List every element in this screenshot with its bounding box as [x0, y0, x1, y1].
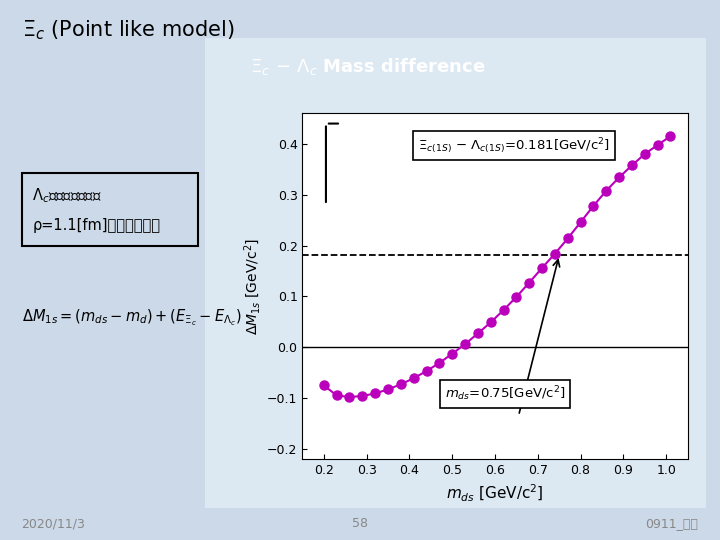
Text: $\Lambda_c$と同じように、: $\Lambda_c$と同じように、	[32, 187, 102, 206]
Text: $\Delta M_{1s}=(m_{ds}-m_d)+(E_{\Xi_c}-E_{\Lambda_c})$: $\Delta M_{1s}=(m_{ds}-m_d)+(E_{\Xi_c}-E…	[22, 308, 241, 328]
Text: 0911_東北: 0911_東北	[646, 517, 698, 530]
Text: $\Xi_c$ $-$ $\Lambda_c$ Mass difference: $\Xi_c$ $-$ $\Lambda_c$ Mass difference	[250, 57, 485, 77]
Text: $\Xi_{c(1S)}$ $-$ $\Lambda_{c(1S)}$=0.181[GeV/c$^2$]: $\Xi_{c(1S)}$ $-$ $\Lambda_{c(1S)}$=0.18…	[418, 136, 610, 156]
FancyBboxPatch shape	[185, 19, 720, 526]
Text: $\Xi_c$ (Point like model): $\Xi_c$ (Point like model)	[22, 19, 234, 43]
Text: 58: 58	[352, 517, 368, 530]
Text: ρ=1.1[fm]として考える: ρ=1.1[fm]として考える	[32, 218, 160, 233]
X-axis label: $m_{ds}$ [GeV/c$^2$]: $m_{ds}$ [GeV/c$^2$]	[446, 482, 544, 503]
Y-axis label: $\Delta M_{1s}$ [GeV/c$^2$]: $\Delta M_{1s}$ [GeV/c$^2$]	[243, 238, 263, 335]
Text: 2020/11/3: 2020/11/3	[22, 517, 86, 530]
Text: $m_{ds}$=0.75[GeV/c$^2$]: $m_{ds}$=0.75[GeV/c$^2$]	[445, 384, 565, 403]
